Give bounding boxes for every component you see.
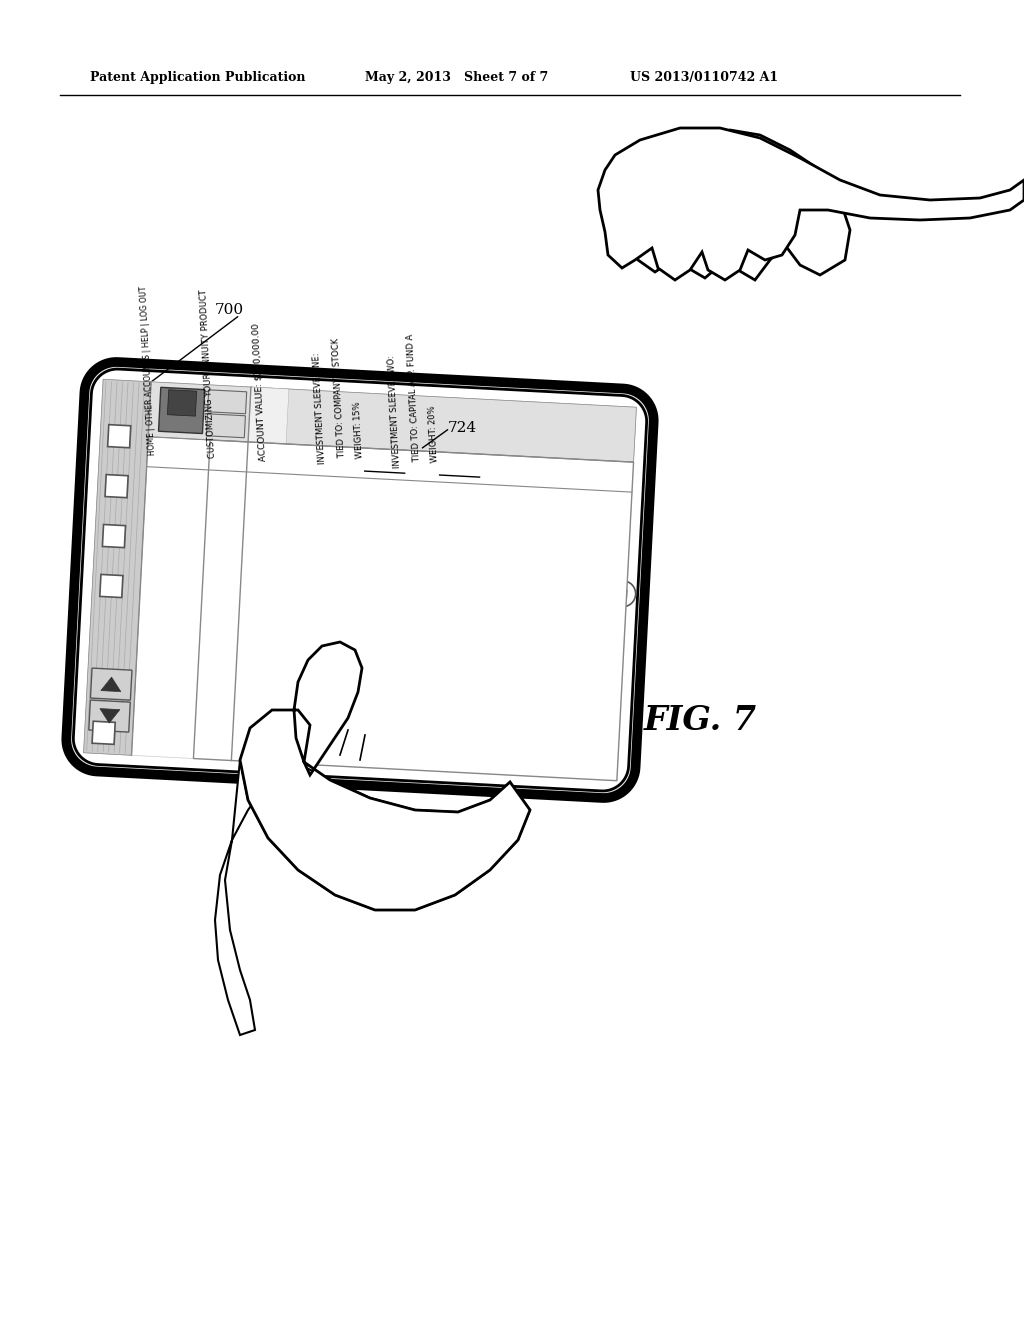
Polygon shape	[108, 425, 131, 447]
Text: HOME | OTHER ACCOUNTS | HELP | LOG OUT: HOME | OTHER ACCOUNTS | HELP | LOG OUT	[139, 286, 158, 455]
Text: INVESTMENT SLEEVE ONE:: INVESTMENT SLEEVE ONE:	[312, 352, 327, 465]
Polygon shape	[240, 642, 530, 909]
Polygon shape	[105, 475, 128, 498]
Polygon shape	[167, 389, 197, 416]
Text: TIED TO: COMPANY X STOCK: TIED TO: COMPANY X STOCK	[332, 338, 347, 466]
Text: CUSTOMIZING YOUR ANNUITY PRODUCT: CUSTOMIZING YOUR ANNUITY PRODUCT	[200, 289, 217, 459]
Polygon shape	[74, 370, 646, 791]
Polygon shape	[100, 677, 121, 692]
Text: 700: 700	[215, 304, 244, 317]
Polygon shape	[90, 668, 132, 700]
Polygon shape	[231, 387, 289, 763]
Polygon shape	[598, 128, 1024, 280]
Text: FIG. 7: FIG. 7	[643, 704, 757, 737]
Polygon shape	[92, 721, 116, 744]
Text: ACCOUNT VALUE: $250,000.00: ACCOUNT VALUE: $250,000.00	[251, 323, 267, 462]
Polygon shape	[159, 387, 205, 433]
Text: WEIGHT: 20%: WEIGHT: 20%	[427, 405, 440, 470]
Polygon shape	[99, 574, 123, 598]
Text: May 2, 2013   Sheet 7 of 7: May 2, 2013 Sheet 7 of 7	[365, 71, 548, 84]
Polygon shape	[215, 760, 530, 1035]
Text: 724: 724	[447, 421, 476, 434]
Text: US 2013/0110742 A1: US 2013/0110742 A1	[630, 71, 778, 84]
Text: TIED TO: CAPITAL APP. FUND A: TIED TO: CAPITAL APP. FUND A	[406, 334, 422, 470]
Polygon shape	[208, 389, 247, 413]
Polygon shape	[194, 440, 634, 780]
Polygon shape	[102, 524, 126, 548]
Polygon shape	[89, 700, 130, 733]
Polygon shape	[84, 379, 152, 755]
Text: INVESTMENT SLEEVE TWO:: INVESTMENT SLEEVE TWO:	[387, 355, 401, 469]
Polygon shape	[100, 709, 120, 723]
Circle shape	[609, 581, 636, 607]
Polygon shape	[207, 413, 246, 438]
Polygon shape	[632, 129, 850, 280]
Polygon shape	[67, 362, 653, 799]
Polygon shape	[148, 381, 637, 462]
Text: WEIGHT: 15%: WEIGHT: 15%	[352, 401, 365, 466]
Polygon shape	[84, 379, 637, 780]
Text: Patent Application Publication: Patent Application Publication	[90, 71, 305, 84]
